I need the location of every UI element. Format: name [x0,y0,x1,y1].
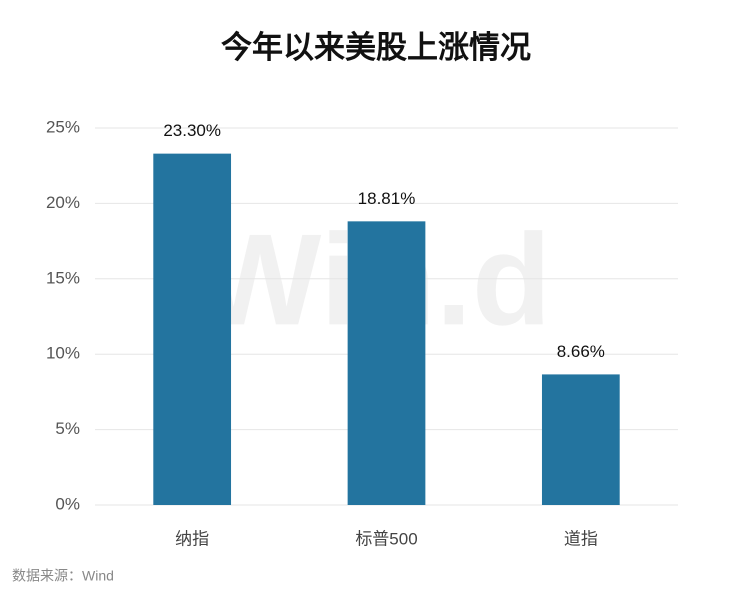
x-tick-label: 道指 [564,529,598,548]
bar [153,153,232,506]
y-tick-label: 25% [46,117,80,136]
y-tick-label: 20% [46,193,80,212]
y-tick-label: 0% [55,494,80,513]
x-tick-label: 纳指 [175,529,209,548]
value-label: 23.30% [163,121,221,140]
y-tick-label: 10% [46,344,80,363]
value-label: 18.81% [358,189,416,208]
x-tick-label: 标普500 [355,529,417,548]
value-label: 8.66% [557,342,605,361]
bar [347,221,426,505]
y-tick-label: 15% [46,268,80,287]
chart-title: 今年以来美股上涨情况 [221,30,531,65]
y-tick-label: 5% [55,419,80,438]
bar [541,374,620,505]
source-note: 数据来源：Wind [12,568,114,584]
